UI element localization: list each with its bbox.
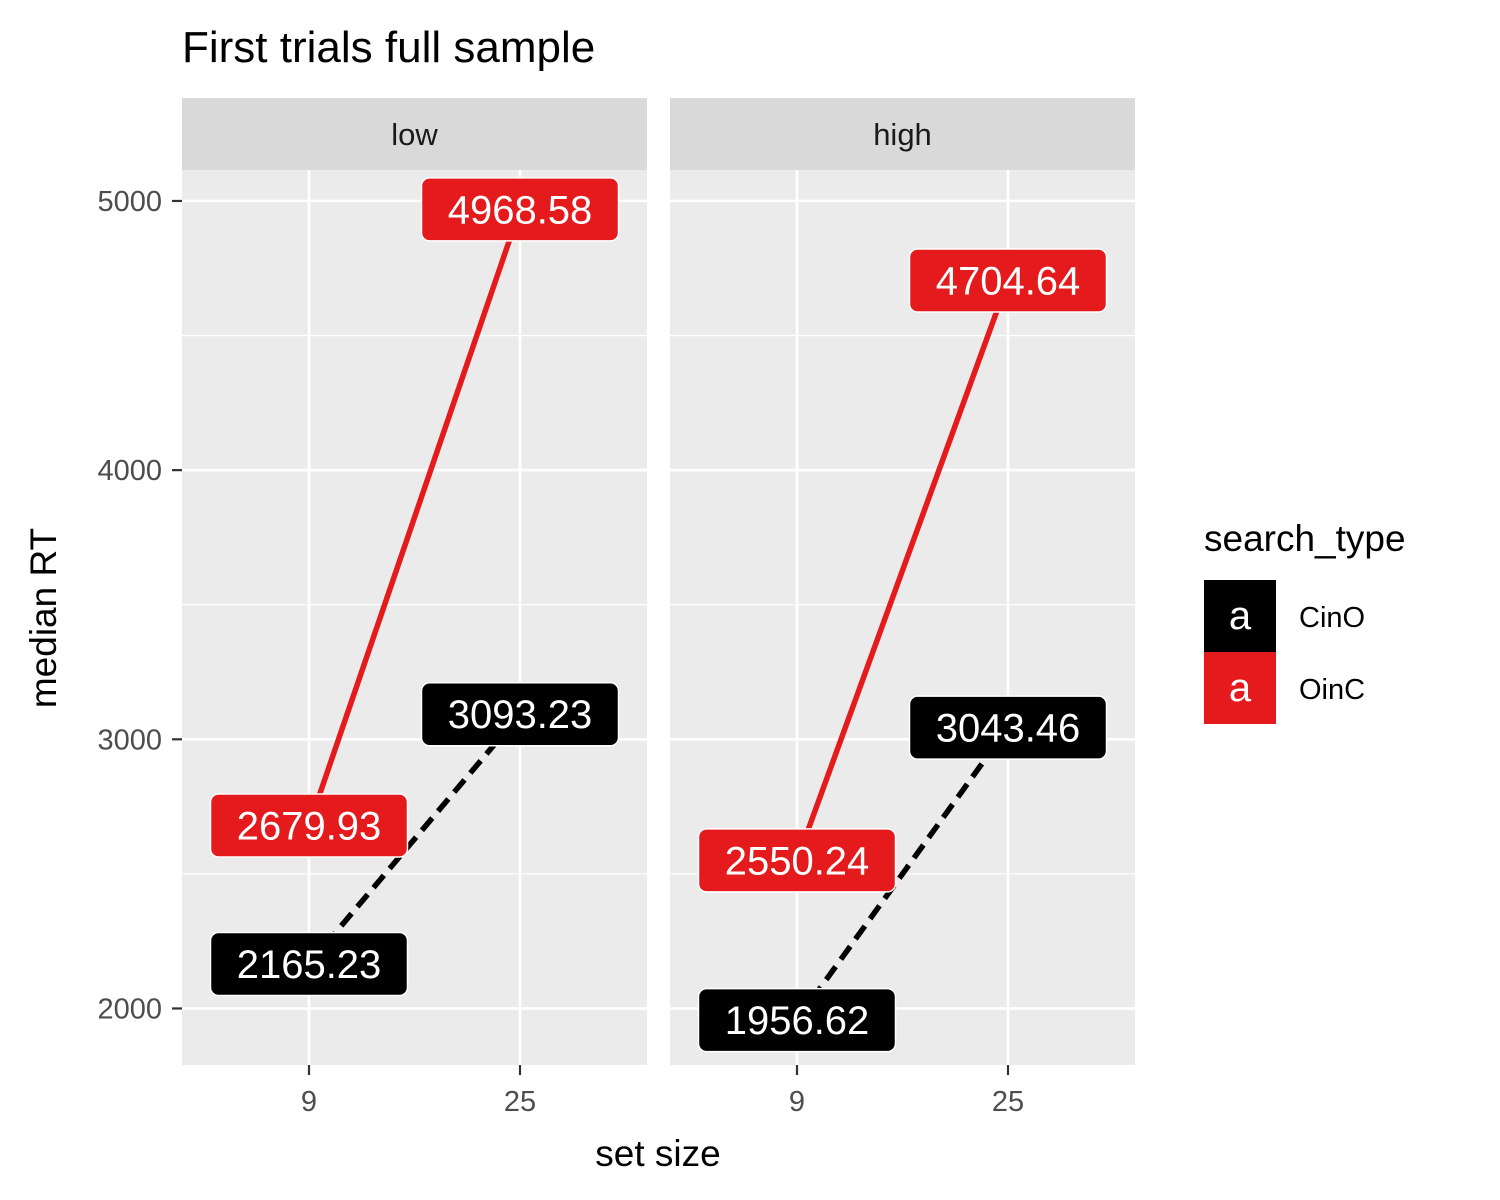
legend-key xyxy=(1204,580,1276,652)
data-label-box xyxy=(697,987,897,1053)
y-tick-label: 2000 xyxy=(97,993,162,1025)
x-tick-label: 9 xyxy=(789,1086,805,1118)
data-label-box xyxy=(209,931,409,997)
data-label-text: 1956.62 xyxy=(725,999,870,1043)
data-label: 1956.62 xyxy=(697,987,897,1053)
data-label-text: 3043.46 xyxy=(936,707,1081,751)
x-axis-title: set size xyxy=(595,1133,720,1174)
data-label: 2165.23 xyxy=(209,931,409,997)
legend-key-glyph: a xyxy=(1229,594,1252,638)
panel-low: low 9 25 2165.23 3093.23 2679.93 4968.58 xyxy=(182,98,647,1118)
legend: search_type a CinO a OinC xyxy=(1204,518,1406,724)
x-tick-label: 25 xyxy=(504,1086,536,1118)
y-tick-label: 5000 xyxy=(97,186,162,218)
data-label-text: 2679.93 xyxy=(237,804,382,848)
x-tick-label: 25 xyxy=(992,1086,1024,1118)
legend-title: search_type xyxy=(1204,518,1406,559)
legend-item-CinO: a CinO xyxy=(1204,580,1365,652)
data-label-box xyxy=(420,681,620,747)
data-label-box xyxy=(908,695,1108,760)
y-axis-title: median RT xyxy=(23,528,64,708)
series-line-CinO xyxy=(306,712,523,966)
series-line-OinC xyxy=(794,279,1011,862)
x-tick-label: 9 xyxy=(301,1086,317,1118)
data-label: 4968.58 xyxy=(420,177,620,242)
legend-item-OinC: a OinC xyxy=(1204,652,1365,724)
data-label-box xyxy=(420,177,620,242)
data-label-box xyxy=(209,793,409,858)
series-line-CinO xyxy=(794,725,1011,1022)
panel-background xyxy=(182,170,647,1065)
data-label-text: 4704.64 xyxy=(936,259,1081,303)
data-label-text: 2550.24 xyxy=(725,839,870,883)
data-label: 3093.23 xyxy=(420,681,620,747)
data-label-box xyxy=(697,828,897,893)
data-label-box xyxy=(908,248,1108,313)
facet-panels: low 9 25 2165.23 3093.23 2679.93 4968.58 high 9 2… xyxy=(182,98,1135,1118)
legend-label: CinO xyxy=(1299,602,1365,634)
y-tick-label: 4000 xyxy=(97,455,162,487)
strip-label: low xyxy=(391,117,438,152)
y-tick-label: 3000 xyxy=(97,724,162,756)
data-label: 4704.64 xyxy=(908,248,1108,313)
data-label-text: 2165.23 xyxy=(237,943,382,987)
series-line-OinC xyxy=(306,208,523,827)
data-label-text: 4968.58 xyxy=(448,188,593,232)
legend-key xyxy=(1204,652,1276,724)
strip-label: high xyxy=(873,117,932,152)
legend-label: OinC xyxy=(1299,674,1365,706)
panel-background xyxy=(670,170,1135,1065)
strip-background xyxy=(182,98,647,170)
data-label: 2679.93 xyxy=(209,793,409,858)
data-label: 3043.46 xyxy=(908,695,1108,760)
strip-background xyxy=(670,98,1135,170)
legend-key-glyph: a xyxy=(1229,666,1252,710)
data-label: 2550.24 xyxy=(697,828,897,893)
chart-title: First trials full sample xyxy=(182,23,595,72)
y-axis: 2000 3000 4000 5000 xyxy=(97,186,182,1025)
panel-high: high 9 25 1956.62 3043.46 2550.24 4704.64 xyxy=(670,98,1135,1118)
data-label-text: 3093.23 xyxy=(448,693,593,737)
